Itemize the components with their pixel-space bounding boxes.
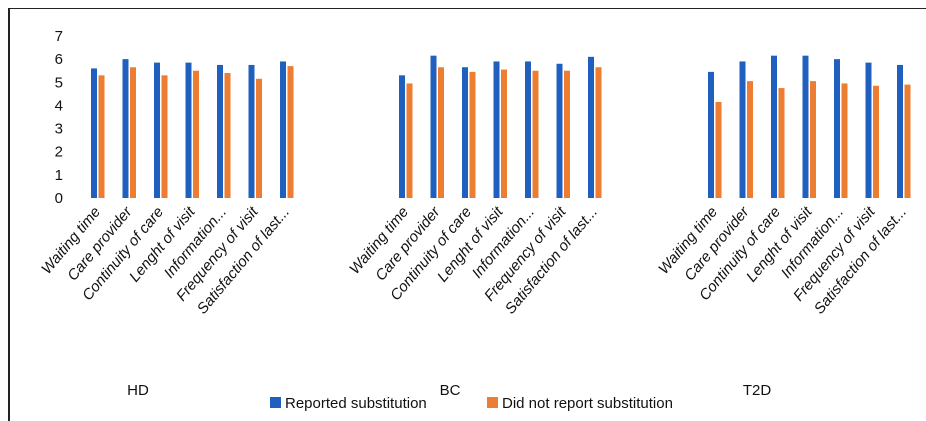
bar-t2d-2-series-1 bbox=[778, 88, 785, 198]
bar-t2d-3-series-0 bbox=[802, 55, 809, 198]
bar-bc-2-series-0 bbox=[462, 67, 468, 198]
y-tick-label-0: 0 bbox=[55, 190, 63, 207]
bar-hd-5-series-0 bbox=[248, 64, 255, 198]
bar-hd-6-series-1 bbox=[287, 66, 294, 198]
bar-bc-0-series-0 bbox=[399, 75, 405, 198]
bars bbox=[91, 55, 911, 199]
bar-bc-5-series-1 bbox=[564, 70, 570, 198]
bar-hd-4-series-0 bbox=[217, 64, 223, 198]
bar-hd-3-series-1 bbox=[193, 70, 199, 198]
bar-hd-3-series-0 bbox=[185, 62, 192, 198]
y-tick-label-2: 2 bbox=[55, 144, 63, 161]
y-tick-label-7: 7 bbox=[55, 28, 63, 45]
bar-hd-0-series-0 bbox=[91, 68, 97, 199]
bar-t2d-1-series-1 bbox=[747, 81, 753, 198]
bar-t2d-6-series-0 bbox=[897, 64, 903, 198]
bar-t2d-4-series-0 bbox=[834, 59, 840, 199]
bar-bc-6-series-0 bbox=[588, 56, 594, 199]
legend-swatch-0 bbox=[270, 397, 281, 408]
y-axis: 0 1 2 3 4 5 6 7 bbox=[55, 28, 63, 207]
group-label-t2d: T2D bbox=[743, 382, 772, 399]
y-tick-label-1: 1 bbox=[55, 167, 63, 184]
legend-label-1: Did not report substitution bbox=[502, 395, 673, 412]
bar-bc-6-series-1 bbox=[595, 67, 602, 198]
bar-t2d-0-series-1 bbox=[715, 101, 722, 198]
bar-t2d-5-series-1 bbox=[873, 85, 879, 198]
bar-bc-5-series-0 bbox=[556, 63, 563, 199]
bar-t2d-1-series-0 bbox=[739, 61, 746, 199]
legend-label-0: Reported substitution bbox=[285, 395, 427, 412]
bar-bc-2-series-1 bbox=[469, 71, 476, 198]
legend: Reported substitution Did not report subs… bbox=[270, 395, 673, 412]
y-tick-label-6: 6 bbox=[55, 51, 63, 68]
bar-bc-0-series-1 bbox=[406, 83, 413, 198]
bar-bc-4-series-0 bbox=[525, 61, 531, 199]
bar-bc-3-series-0 bbox=[493, 61, 500, 199]
group-labels: HD BC T2D bbox=[127, 382, 771, 399]
bar-t2d-3-series-1 bbox=[810, 81, 816, 198]
bar-t2d-6-series-1 bbox=[904, 84, 911, 198]
y-tick-label-5: 5 bbox=[55, 74, 63, 91]
chart-frame bbox=[8, 8, 926, 421]
bar-t2d-0-series-0 bbox=[708, 71, 714, 198]
legend-swatch-1 bbox=[487, 397, 498, 408]
bar-bc-1-series-0 bbox=[430, 55, 437, 198]
bar-bc-4-series-1 bbox=[532, 70, 539, 198]
bar-hd-2-series-0 bbox=[154, 62, 160, 198]
bar-hd-5-series-1 bbox=[256, 78, 262, 198]
bar-t2d-4-series-1 bbox=[841, 83, 848, 198]
bar-hd-1-series-0 bbox=[122, 59, 129, 199]
bar-t2d-5-series-0 bbox=[865, 62, 872, 198]
bar-bc-1-series-1 bbox=[438, 67, 444, 198]
bar-hd-2-series-1 bbox=[161, 75, 168, 198]
bar-bc-3-series-1 bbox=[501, 69, 507, 198]
bar-hd-0-series-1 bbox=[98, 75, 105, 198]
group-label-bc: BC bbox=[440, 382, 461, 399]
bar-hd-4-series-1 bbox=[224, 73, 231, 198]
group-label-hd: HD bbox=[127, 382, 149, 399]
y-tick-label-4: 4 bbox=[55, 97, 63, 114]
y-tick-label-3: 3 bbox=[55, 121, 63, 138]
bar-hd-6-series-0 bbox=[280, 61, 286, 199]
bar-hd-1-series-1 bbox=[130, 67, 136, 198]
bar-t2d-2-series-0 bbox=[771, 55, 777, 198]
